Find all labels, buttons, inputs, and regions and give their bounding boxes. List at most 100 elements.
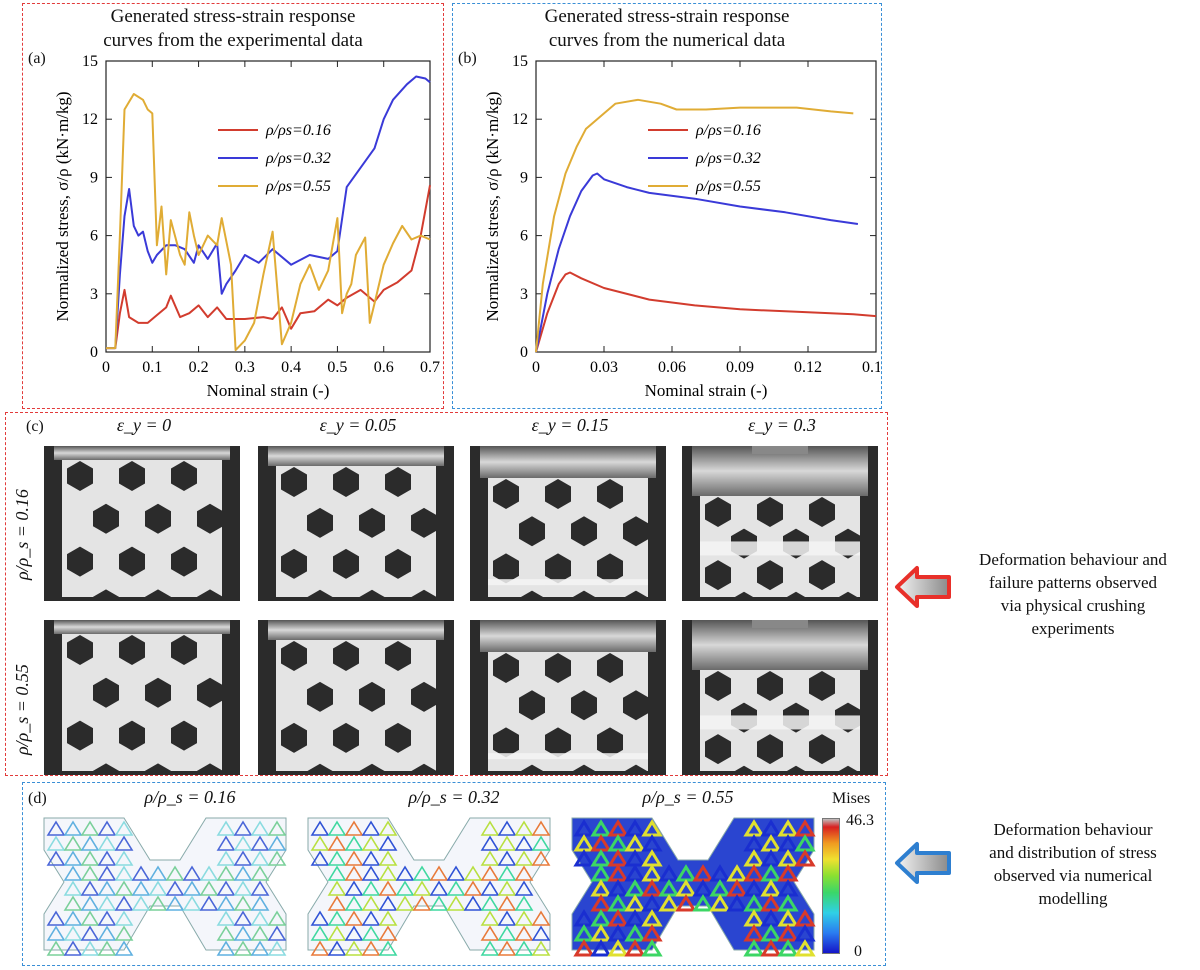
legend-label-0: ρ/ρs=0.16: [695, 122, 761, 139]
fem-element: [344, 940, 364, 956]
compression-plate: [692, 620, 868, 670]
panel-d-frame: [22, 782, 886, 966]
x-tick-label: 0.2: [189, 359, 209, 376]
hex-hole: [809, 497, 835, 527]
fem-element: [361, 925, 381, 941]
fem-element: [480, 910, 500, 926]
fem-element: [480, 940, 500, 956]
fem-element: [63, 835, 83, 851]
fem-element: [344, 895, 364, 911]
hex-hole: [359, 763, 385, 775]
panel-b-letter: (b): [458, 50, 477, 67]
fem-element: [607, 939, 629, 957]
hex-hole: [171, 720, 197, 751]
fem-element: [395, 865, 415, 881]
fem-element: [327, 835, 347, 851]
fem-element: [114, 880, 134, 896]
panel-b-frame: [452, 3, 882, 409]
fem-element: [497, 865, 517, 881]
hex-hole: [359, 681, 385, 712]
fem-element: [480, 865, 500, 881]
y-tick-label: 15: [82, 53, 98, 70]
fem-element: [114, 925, 134, 941]
panel-b-title-line1: Generated stress-strain response: [544, 6, 790, 27]
fem-element: [80, 835, 100, 851]
hex-hole: [545, 553, 571, 584]
fem-element: [267, 850, 287, 866]
hex-hole: [333, 548, 359, 579]
fem-element: [267, 910, 287, 926]
fem-element: [310, 910, 330, 926]
fem-element: [97, 940, 117, 956]
fem-element: [233, 865, 253, 881]
fem-element: [514, 880, 534, 896]
fem-element: [250, 820, 270, 836]
fem-element: [743, 939, 765, 957]
hex-hole: [597, 479, 623, 509]
hex-hole: [623, 590, 649, 601]
crushed-band: [488, 579, 648, 586]
x-tick-label: 0.5: [327, 359, 347, 376]
plot-frame: [105, 60, 431, 353]
fem-element: [233, 925, 253, 941]
panel-b-title: Generated stress-strain response curves …: [452, 5, 882, 53]
density-row-label-0: ρ/ρ_s = 0.16: [12, 489, 32, 580]
fem-element: [97, 850, 117, 866]
fem-element: [497, 835, 517, 851]
specimen-photo: [258, 620, 454, 775]
fem-element: [378, 850, 398, 866]
colorbar-min: 0: [854, 943, 862, 960]
y-tick-label: 12: [82, 111, 98, 128]
experiment-note-line4: experiments: [1031, 619, 1115, 638]
fem-element: [361, 940, 381, 956]
hex-hole: [145, 763, 171, 775]
experiment-note-line3: via physical crushing: [1000, 596, 1146, 615]
fem-element: [80, 895, 100, 911]
fem-element: [378, 835, 398, 851]
fem-element: [267, 820, 287, 836]
fem-element: [131, 865, 151, 881]
x-tick-label: 0.15: [862, 359, 880, 376]
crushed-band: [700, 715, 860, 730]
fem-element: [777, 939, 799, 957]
fem-element: [344, 820, 364, 836]
fem-element: [63, 910, 83, 926]
fem-element: [463, 895, 483, 911]
hex-hole: [93, 503, 119, 534]
hex-hole: [571, 516, 597, 547]
y-tick-label: 3: [520, 286, 528, 303]
fem-element: [497, 925, 517, 941]
fem-element: [344, 850, 364, 866]
y-tick-label: 6: [520, 228, 528, 245]
panel-a-frame: [22, 3, 444, 409]
x-tick-label: 0.03: [590, 359, 618, 376]
compression-plate: [54, 620, 230, 634]
fem-element: [80, 940, 100, 956]
fem-element: [233, 940, 253, 956]
fem-element: [216, 895, 236, 911]
fem-element: [480, 880, 500, 896]
fem-element: [250, 850, 270, 866]
fem-element: [378, 820, 398, 836]
fem-element: [760, 939, 782, 957]
hex-hole: [809, 671, 835, 701]
fem-element: [497, 820, 517, 836]
experiment-note-line1: Deformation behaviour and: [979, 550, 1167, 569]
fem-element: [63, 880, 83, 896]
fem-element: [131, 895, 151, 911]
numerical-note: Deformation behaviour and distribution o…: [948, 818, 1198, 910]
hex-hole: [519, 690, 545, 721]
fem-element: [327, 940, 347, 956]
fem-element: [199, 895, 219, 911]
x-tick-label: 0.12: [794, 359, 822, 376]
fem-element: [63, 850, 83, 866]
y-tick-label: 0: [520, 344, 528, 361]
fem-element: [97, 820, 117, 836]
fem-element: [80, 850, 100, 866]
hex-hole: [411, 681, 437, 712]
hex-hole: [571, 764, 597, 775]
fem-element: [233, 835, 253, 851]
fem-element: [199, 880, 219, 896]
series-line-1: [106, 75, 431, 350]
hex-hole: [545, 653, 571, 683]
